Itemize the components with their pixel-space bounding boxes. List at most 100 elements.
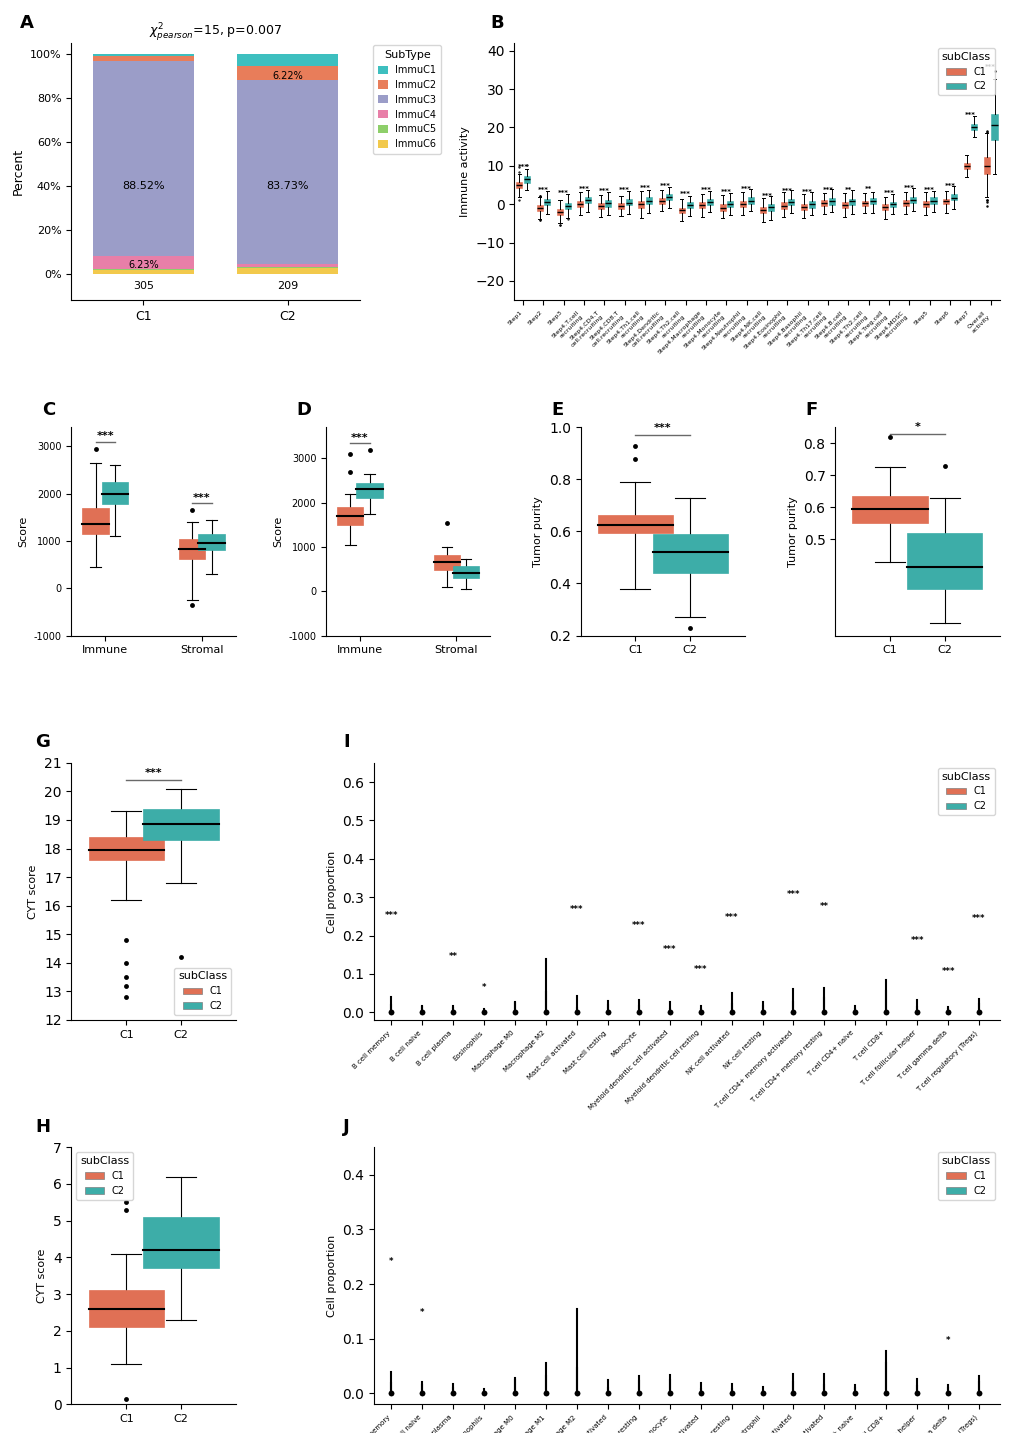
- Text: ***: ***: [653, 423, 671, 433]
- Text: I: I: [342, 734, 350, 751]
- Y-axis label: Cell proportion: Cell proportion: [327, 850, 336, 933]
- Text: 6.23%: 6.23%: [128, 259, 159, 269]
- PathPatch shape: [706, 199, 712, 205]
- Text: ***: ***: [145, 768, 162, 778]
- PathPatch shape: [780, 202, 786, 209]
- Legend: C1, C2: C1, C2: [76, 1152, 133, 1199]
- Bar: [236, 54, 337, 66]
- PathPatch shape: [970, 125, 976, 130]
- Bar: [93, 62, 194, 255]
- Bar: [433, 555, 460, 570]
- Text: ***: ***: [659, 182, 671, 189]
- Text: ***: ***: [761, 192, 771, 199]
- Bar: [89, 837, 164, 860]
- Y-axis label: Percent: Percent: [11, 148, 24, 195]
- Text: 88.52%: 88.52%: [122, 181, 165, 191]
- PathPatch shape: [577, 201, 583, 206]
- Bar: [236, 268, 337, 274]
- PathPatch shape: [665, 195, 672, 201]
- PathPatch shape: [727, 201, 733, 206]
- Text: E: E: [550, 401, 562, 418]
- Text: ***: ***: [984, 64, 996, 70]
- Text: ***: ***: [802, 189, 812, 195]
- PathPatch shape: [618, 203, 624, 209]
- Y-axis label: CYT score: CYT score: [29, 864, 39, 919]
- Bar: [83, 507, 109, 535]
- Text: ***: ***: [351, 433, 368, 443]
- Text: ***: ***: [557, 191, 569, 196]
- PathPatch shape: [718, 205, 725, 211]
- Text: *: *: [945, 1337, 950, 1346]
- PathPatch shape: [584, 198, 590, 203]
- Bar: [144, 1217, 219, 1268]
- Text: ***: ***: [941, 967, 954, 976]
- PathPatch shape: [889, 202, 895, 208]
- Text: ***: ***: [518, 165, 528, 171]
- Bar: [236, 66, 337, 80]
- Text: ***: ***: [822, 186, 833, 193]
- Text: *: *: [914, 421, 919, 431]
- PathPatch shape: [759, 206, 765, 214]
- Text: A: A: [19, 13, 34, 32]
- Text: ***: ***: [903, 185, 914, 191]
- Text: ***: ***: [97, 431, 114, 441]
- Text: ***: ***: [639, 185, 650, 191]
- Text: *: *: [481, 983, 486, 992]
- PathPatch shape: [645, 198, 651, 203]
- PathPatch shape: [638, 201, 644, 208]
- Text: ***: ***: [882, 191, 894, 196]
- Text: *: *: [420, 1308, 424, 1317]
- Text: ***: ***: [923, 186, 934, 192]
- PathPatch shape: [604, 201, 610, 206]
- Text: G: G: [36, 734, 50, 751]
- Legend: C1, C2: C1, C2: [936, 1152, 994, 1199]
- Legend: C1, C2: C1, C2: [936, 47, 994, 96]
- PathPatch shape: [861, 201, 867, 206]
- Bar: [652, 535, 728, 573]
- Legend: C1, C2: C1, C2: [936, 768, 994, 815]
- PathPatch shape: [565, 202, 570, 209]
- Bar: [93, 56, 194, 62]
- PathPatch shape: [943, 199, 949, 205]
- Text: ***: ***: [725, 913, 738, 921]
- Text: 209: 209: [276, 281, 298, 291]
- PathPatch shape: [990, 113, 997, 140]
- Text: ***: ***: [578, 186, 589, 192]
- PathPatch shape: [828, 198, 835, 205]
- Text: ***: ***: [971, 914, 984, 923]
- Text: ***: ***: [570, 906, 583, 914]
- PathPatch shape: [841, 202, 847, 208]
- Text: ***: ***: [944, 183, 955, 189]
- PathPatch shape: [788, 199, 794, 205]
- Text: ***: ***: [964, 112, 975, 118]
- PathPatch shape: [536, 205, 542, 211]
- Text: ***: ***: [741, 186, 751, 192]
- Bar: [93, 255, 194, 269]
- PathPatch shape: [808, 201, 814, 208]
- PathPatch shape: [929, 198, 935, 205]
- Text: ***: ***: [700, 188, 711, 193]
- Text: B: B: [489, 13, 503, 32]
- Text: **: **: [448, 953, 458, 962]
- Text: ***: ***: [619, 188, 630, 193]
- Bar: [102, 481, 128, 504]
- Text: ***: ***: [598, 188, 609, 195]
- PathPatch shape: [699, 202, 705, 208]
- Text: ***: ***: [720, 189, 732, 195]
- PathPatch shape: [516, 182, 522, 188]
- Bar: [93, 271, 194, 274]
- Text: ***: ***: [680, 192, 691, 198]
- Text: C: C: [42, 401, 55, 418]
- Text: ***: ***: [662, 946, 676, 954]
- PathPatch shape: [820, 201, 826, 206]
- Text: ***: ***: [632, 921, 645, 930]
- Text: ***: ***: [193, 493, 211, 503]
- Text: ***: ***: [782, 188, 792, 193]
- PathPatch shape: [963, 163, 969, 169]
- Y-axis label: CYT score: CYT score: [38, 1248, 47, 1303]
- Bar: [178, 539, 205, 559]
- Bar: [89, 1291, 164, 1327]
- PathPatch shape: [800, 203, 806, 211]
- Bar: [236, 264, 337, 267]
- Text: **: **: [844, 186, 851, 193]
